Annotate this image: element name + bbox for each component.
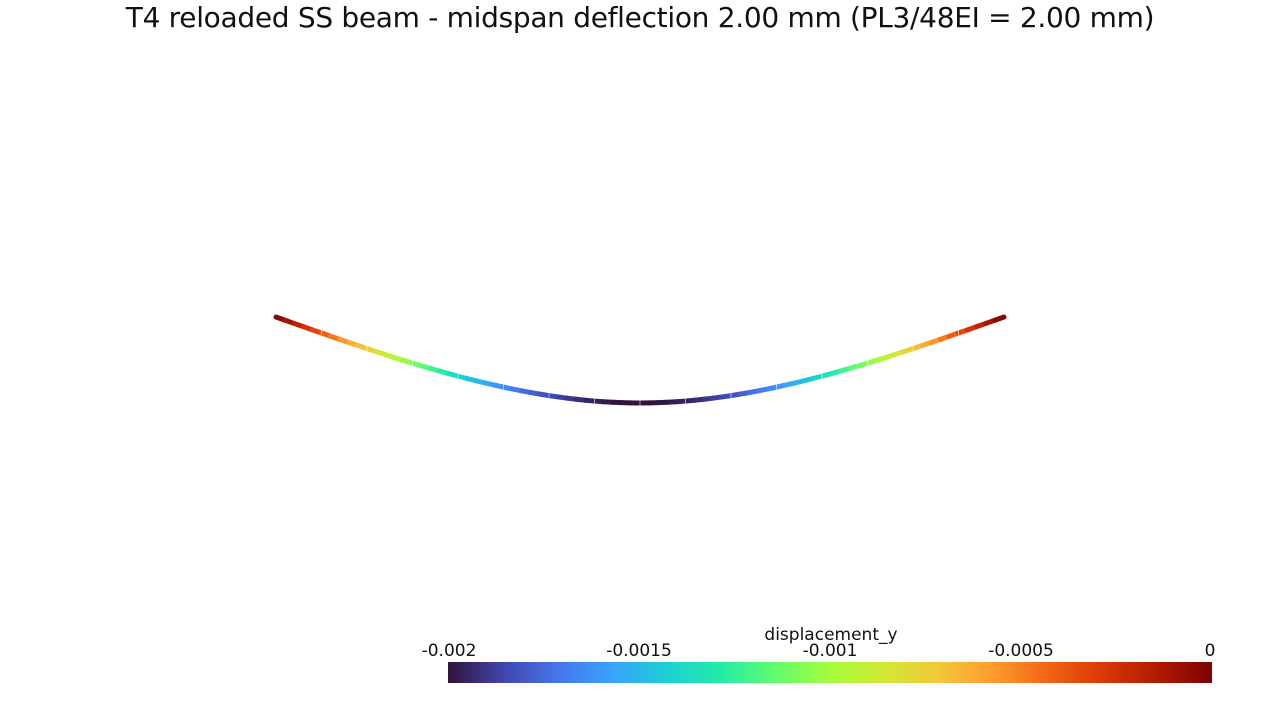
colorbar-tick-label: -0.002: [421, 641, 477, 661]
deformed-beam: [273, 314, 1007, 406]
colorbar-gradient: [448, 662, 1212, 683]
colorbar-title: displacement_y: [764, 625, 898, 645]
beam-segment: [992, 314, 1007, 323]
colorbar-tick-label: -0.0015: [606, 641, 672, 661]
colorbar-tick-label: -0.001: [802, 641, 858, 661]
colorbar: [448, 662, 1212, 683]
colorbar-tick-label: -0.0005: [988, 641, 1054, 661]
plot-title: T4 reloaded SS beam - midspan deflection…: [125, 1, 1155, 34]
colorbar-tick-label: 0: [1204, 641, 1216, 661]
